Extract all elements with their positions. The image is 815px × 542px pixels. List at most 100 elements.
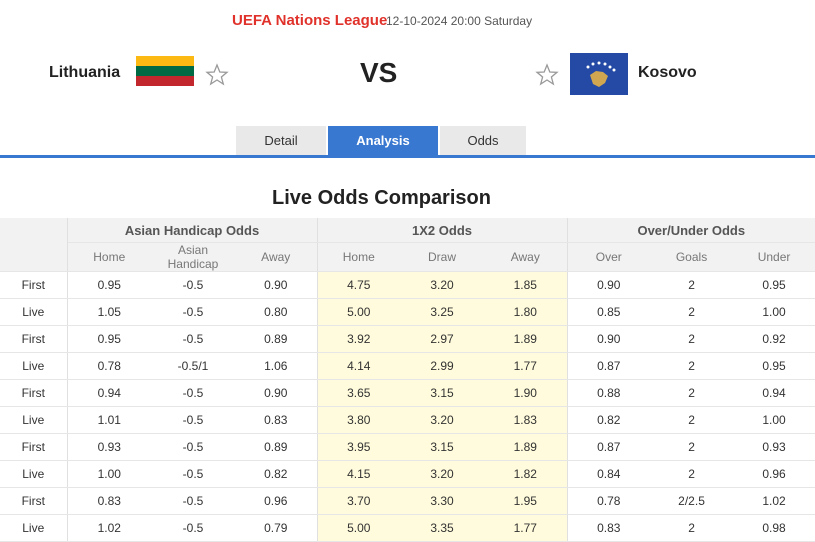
odds-cell: -0.5 xyxy=(151,487,235,515)
odds-cell: 0.80 xyxy=(235,298,318,326)
row-label: First xyxy=(0,433,68,461)
odds-cell: 1.01 xyxy=(67,406,151,434)
odds-cell: 5.00 xyxy=(317,514,400,542)
odds-cell: 1.95 xyxy=(484,487,568,515)
odds-cell: 0.95 xyxy=(67,271,151,299)
odds-cell: 2 xyxy=(650,514,734,542)
odds-cell: 0.95 xyxy=(733,271,815,299)
odds-cell: 3.20 xyxy=(400,406,484,434)
odds-cell: 0.87 xyxy=(567,352,651,380)
odds-cell: 0.78 xyxy=(567,487,651,515)
odds-cell: 0.83 xyxy=(67,487,151,515)
column-header: Away xyxy=(235,242,318,272)
odds-cell: 5.00 xyxy=(317,298,400,326)
match-datetime: 12-10-2024 20:00 Saturday xyxy=(386,14,533,28)
corner-cell xyxy=(0,218,68,272)
tab[interactable]: Detail xyxy=(236,126,326,156)
odds-row: Live 1.00 -0.5 0.82 4.15 3.20 1.82 0.84 2 0.96 xyxy=(0,460,815,488)
odds-cell: 2 xyxy=(650,352,734,380)
odds-cell: -0.5/1 xyxy=(151,352,235,380)
tab-active[interactable]: Analysis xyxy=(328,126,438,156)
odds-cell: 0.85 xyxy=(567,298,651,326)
odds-cell: 3.15 xyxy=(400,433,484,461)
odds-cell: 2.99 xyxy=(400,352,484,380)
league[interactable]: UEFA Nations League xyxy=(232,12,388,29)
group-header: Over/Under Odds xyxy=(567,218,815,243)
odds-cell: 0.90 xyxy=(235,379,318,407)
row-label: First xyxy=(0,271,68,299)
favorite-star[interactable] xyxy=(205,63,229,86)
group-header-row: Asian Handicap Odds 1X2 Odds Over/Under Od… xyxy=(0,218,815,272)
odds-cell: 2 xyxy=(650,379,734,407)
odds-row: Live 0.78 -0.5/1 1.06 4.14 2.99 1.77 0.87 2 0.95 xyxy=(0,352,815,380)
odds-cell: 3.92 xyxy=(317,325,400,353)
odds-cell: 0.93 xyxy=(733,433,815,461)
odds-cell: 1.85 xyxy=(484,271,568,299)
odds-cell: 0.98 xyxy=(733,514,815,542)
odds-row: First 0.93 -0.5 0.89 3.95 3.15 1.89 0.87 2 0.93 xyxy=(0,433,815,461)
odds-cell: 0.88 xyxy=(567,379,651,407)
odds-cell: 0.96 xyxy=(235,487,318,515)
odds-cell: 1.02 xyxy=(67,514,151,542)
column-header: Under xyxy=(733,242,815,272)
odds-cell: 0.90 xyxy=(235,271,318,299)
odds-cell: 0.79 xyxy=(235,514,318,542)
odds-cell: 2 xyxy=(650,406,734,434)
tab[interactable]: Odds xyxy=(440,126,526,156)
odds-cell: 0.92 xyxy=(733,325,815,353)
odds-cell: 0.94 xyxy=(733,379,815,407)
favorite-star[interactable] xyxy=(535,63,559,86)
group-header: Asian Handicap Odds xyxy=(67,218,318,243)
odds-cell: 3.80 xyxy=(317,406,400,434)
odds-table: Asian Handicap Odds 1X2 Odds Over/Under Od… xyxy=(0,218,815,542)
odds-cell: 2 xyxy=(650,298,734,326)
away-team[interactable]: Kosovo xyxy=(638,64,697,81)
odds-cell: 1.82 xyxy=(484,460,568,488)
column-header-row: Home Asian Handicap Away Home Draw Away Over Go… xyxy=(0,242,815,272)
odds-row: First 0.95 -0.5 0.90 4.75 3.20 1.85 0.90 2 0.95 xyxy=(0,271,815,299)
odds-cell: 2 xyxy=(650,433,734,461)
odds-cell: 0.89 xyxy=(235,433,318,461)
row-label: First xyxy=(0,325,68,353)
odds-cell: 1.80 xyxy=(484,298,568,326)
odds-cell: 0.90 xyxy=(567,325,651,353)
odds-cell: 3.25 xyxy=(400,298,484,326)
odds-cell: 0.89 xyxy=(235,325,318,353)
odds-cell: 0.87 xyxy=(567,433,651,461)
odds-cell: 2 xyxy=(650,325,734,353)
column-header: Draw xyxy=(400,242,484,272)
odds-cell: 0.95 xyxy=(67,325,151,353)
odds-cell: 3.35 xyxy=(400,514,484,542)
odds-cell: 4.14 xyxy=(317,352,400,380)
odds-cell: 1.77 xyxy=(484,352,568,380)
group-header: 1X2 Odds xyxy=(317,218,568,243)
away-flag xyxy=(570,53,628,95)
row-label: Live xyxy=(0,352,68,380)
home-team[interactable]: Lithuania xyxy=(49,64,121,81)
odds-cell: 3.20 xyxy=(400,271,484,299)
odds-cell: 4.75 xyxy=(317,271,400,299)
column-header: Home xyxy=(67,242,151,272)
tab-underline xyxy=(0,155,815,158)
row-label: Live xyxy=(0,514,68,542)
row-label: Live xyxy=(0,460,68,488)
column-header: Away xyxy=(484,242,568,272)
odds-cell: 1.02 xyxy=(733,487,815,515)
column-header: Asian Handicap xyxy=(151,242,235,272)
odds-cell: 0.94 xyxy=(67,379,151,407)
odds-cell: 0.83 xyxy=(235,406,318,434)
row-label: First xyxy=(0,379,68,407)
odds-cell: 1.06 xyxy=(235,352,318,380)
odds-row: First 0.94 -0.5 0.90 3.65 3.15 1.90 0.88 2 0.94 xyxy=(0,379,815,407)
odds-cell: 3.15 xyxy=(400,379,484,407)
odds-cell: 0.95 xyxy=(733,352,815,380)
odds-cell: -0.5 xyxy=(151,433,235,461)
odds-row: Live 1.02 -0.5 0.79 5.00 3.35 1.77 0.83 2 0.98 xyxy=(0,514,815,542)
odds-cell: 3.30 xyxy=(400,487,484,515)
column-header: Goals xyxy=(650,242,734,272)
odds-cell: 1.00 xyxy=(733,298,815,326)
odds-cell: 2.97 xyxy=(400,325,484,353)
odds-cell: -0.5 xyxy=(151,406,235,434)
section-title: Live Odds Comparison xyxy=(272,187,491,209)
odds-cell: 2 xyxy=(650,460,734,488)
